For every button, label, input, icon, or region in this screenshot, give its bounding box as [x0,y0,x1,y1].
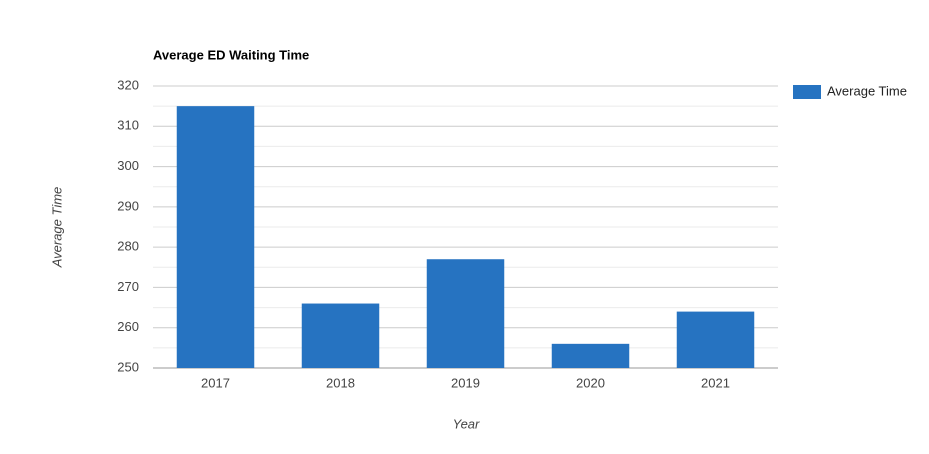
y-tick-label: 250 [117,359,139,374]
y-tick-label: 320 [117,77,139,92]
bar [301,303,380,368]
y-tick-label: 310 [117,118,139,133]
x-tick-label: 2017 [201,375,230,390]
chart-title: Average ED Waiting Time [153,47,309,62]
bar [676,311,755,368]
x-tick-label: 2020 [576,375,605,390]
legend-label: Average Time [827,83,907,98]
legend-swatch [793,85,821,99]
y-tick-label: 280 [117,239,139,254]
y-tick-label: 270 [117,279,139,294]
x-tick-label: 2019 [451,375,480,390]
y-tick-label: 300 [117,158,139,173]
x-axis-label: Year [453,416,480,431]
bar [426,259,505,368]
bar [176,106,255,369]
x-tick-label: 2018 [326,375,355,390]
x-tick-label: 2021 [701,375,730,390]
y-axis-label: Average Time [49,187,64,269]
y-tick-label: 260 [117,319,139,334]
bar [551,343,630,368]
y-tick-label: 290 [117,198,139,213]
